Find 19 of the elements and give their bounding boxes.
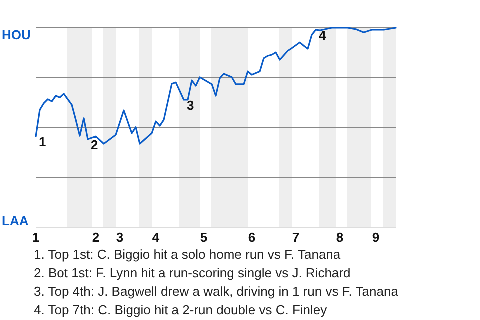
annotation: 4 [319, 28, 327, 43]
x-tick-label: 2 [92, 230, 100, 245]
x-tick-label: 8 [336, 230, 344, 245]
x-tick-label: 4 [152, 230, 160, 245]
text: LAA [2, 213, 30, 228]
x-tick-label: 9 [372, 230, 380, 245]
x-tick-label: 3 [116, 230, 124, 245]
text: 3. Top 4th: J. Bagwell drew a walk, driving in 1 run vs F. Tanana [34, 284, 400, 299]
x-tick-label: 5 [200, 230, 208, 245]
x-tick-label: 6 [248, 230, 256, 245]
text: 1. Top 1st: C. Biggio hit a solo home run vs F. Tanana [34, 247, 342, 262]
text: HOU [2, 28, 31, 43]
text: 4. Top 7th: C. Biggio hit a 2-run double vs C. Finley [34, 302, 328, 318]
text: 2. Bot 1st: F. Lynn hit a run-scoring single vs J. Richard [34, 266, 351, 280]
annotation: 3 [187, 98, 194, 113]
x-tick-label: 1 [32, 230, 40, 245]
annotation: 2 [91, 137, 98, 152]
x-tick-label: 7 [292, 230, 300, 245]
annotation: 1 [39, 134, 46, 150]
